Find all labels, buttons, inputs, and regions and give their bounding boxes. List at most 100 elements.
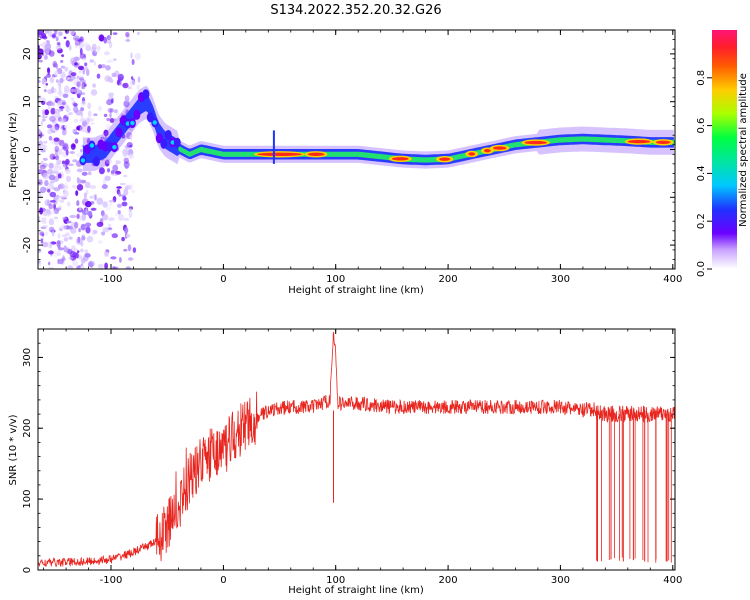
noise-blob — [56, 92, 64, 95]
noise-blob — [38, 48, 44, 55]
noise-blob — [40, 186, 47, 193]
snr-frame — [37, 328, 676, 571]
noise-blob — [67, 163, 75, 166]
ridge-hotspot — [89, 143, 95, 148]
ridge-peak — [524, 140, 547, 145]
noise-blob — [39, 97, 46, 101]
noise-blob — [58, 258, 64, 265]
noise-blob — [84, 62, 88, 67]
noise-blob — [93, 61, 97, 66]
noise-blob — [107, 107, 115, 114]
noise-blob — [101, 213, 109, 221]
x-tick-label: 300 — [551, 274, 570, 285]
noise-blob — [58, 84, 62, 91]
noise-blob — [59, 77, 64, 84]
noise-blob — [131, 59, 135, 65]
noise-blob — [117, 210, 121, 215]
noise-blob — [106, 117, 111, 122]
noise-blob — [130, 76, 134, 80]
noise-blob — [125, 39, 131, 42]
noise-blob — [84, 253, 91, 258]
noise-blob — [110, 256, 117, 260]
noise-blob — [115, 212, 119, 216]
noise-blob — [100, 231, 106, 236]
ridge-peak — [307, 152, 325, 156]
colorbar-ticks: 0.0 0.2 0.4 0.6 0.8 — [696, 70, 712, 277]
noise-blob — [87, 102, 92, 110]
noise-blob — [48, 250, 54, 255]
noise-blob — [53, 153, 60, 157]
noise-blob — [82, 57, 87, 61]
noise-blob — [54, 196, 60, 202]
spectrogram-y-ticks: -20 -10 0 10 20 — [22, 29, 675, 270]
noise-blob — [109, 228, 113, 236]
noise-blob — [39, 164, 46, 170]
noise-blob — [61, 54, 65, 57]
noise-blob — [106, 36, 112, 44]
noise-blob — [44, 109, 49, 116]
noise-blob — [69, 30, 75, 36]
y-tick-label: -20 — [22, 237, 33, 253]
spectrogram-x-ticks: -100 0 100 200 300 400 — [43, 30, 682, 285]
noise-blob — [81, 171, 88, 176]
noise-blob — [38, 179, 43, 186]
noise-blob — [128, 210, 133, 219]
noise-blob — [58, 166, 62, 170]
noise-blob — [78, 70, 82, 74]
noise-blob — [114, 170, 122, 175]
noise-blob — [67, 265, 74, 269]
noise-blob — [59, 183, 65, 190]
x-tick-label: 100 — [326, 575, 345, 586]
noise-blob — [122, 157, 129, 162]
noise-blob — [70, 227, 77, 234]
noise-blob — [109, 79, 114, 83]
ridge-peak — [655, 140, 671, 144]
ridge-band — [82, 93, 674, 166]
noise-blob — [62, 216, 67, 220]
noise-blob — [58, 148, 63, 155]
noise-blob — [54, 149, 59, 155]
noise-blob — [85, 222, 92, 227]
noise-blob — [39, 207, 44, 215]
noise-blob — [124, 227, 129, 234]
noise-blob — [38, 169, 44, 174]
noise-blob — [73, 102, 78, 107]
noise-blob — [119, 182, 126, 186]
noise-blob — [48, 261, 51, 266]
noise-blob — [41, 78, 47, 84]
noise-blob — [79, 79, 84, 83]
ridge-peak — [468, 152, 476, 156]
noise-blob — [105, 159, 113, 164]
noise-blob — [104, 159, 110, 167]
noise-blob — [109, 109, 113, 113]
y-tick-label: 200 — [22, 419, 33, 438]
noise-blob — [117, 78, 122, 86]
noise-blob — [57, 173, 62, 179]
noise-blob — [82, 68, 85, 75]
noise-blob — [61, 102, 66, 105]
colorbar-gradient — [712, 30, 737, 269]
ridge-peak — [257, 152, 302, 156]
noise-blob — [102, 201, 108, 208]
snr-panel: -100 0 100 200 300 400 0 100 200 300 Height of s… — [8, 328, 682, 596]
noise-blob — [54, 155, 60, 161]
noise-blob — [111, 233, 119, 239]
noise-blob — [122, 196, 127, 201]
colorbar: 0.0 0.2 0.4 0.6 0.8 Normalized spectral ampl… — [696, 30, 749, 277]
noise-blob — [81, 236, 86, 241]
snr-plot-area — [38, 331, 675, 568]
noise-blob — [122, 148, 129, 156]
noise-blob — [85, 200, 92, 208]
noise-blob — [111, 172, 118, 176]
noise-blob — [105, 205, 112, 211]
noise-blob — [74, 138, 79, 144]
noise-blob — [121, 236, 125, 242]
noise-blob — [38, 79, 41, 84]
noise-blob — [43, 140, 48, 144]
noise-blob — [65, 149, 69, 156]
snr-x-ticks: -100 0 100 200 300 400 — [43, 329, 682, 586]
spectrogram-plot-area — [38, 30, 675, 269]
noise-blob — [61, 118, 66, 123]
noise-blob — [79, 47, 83, 56]
